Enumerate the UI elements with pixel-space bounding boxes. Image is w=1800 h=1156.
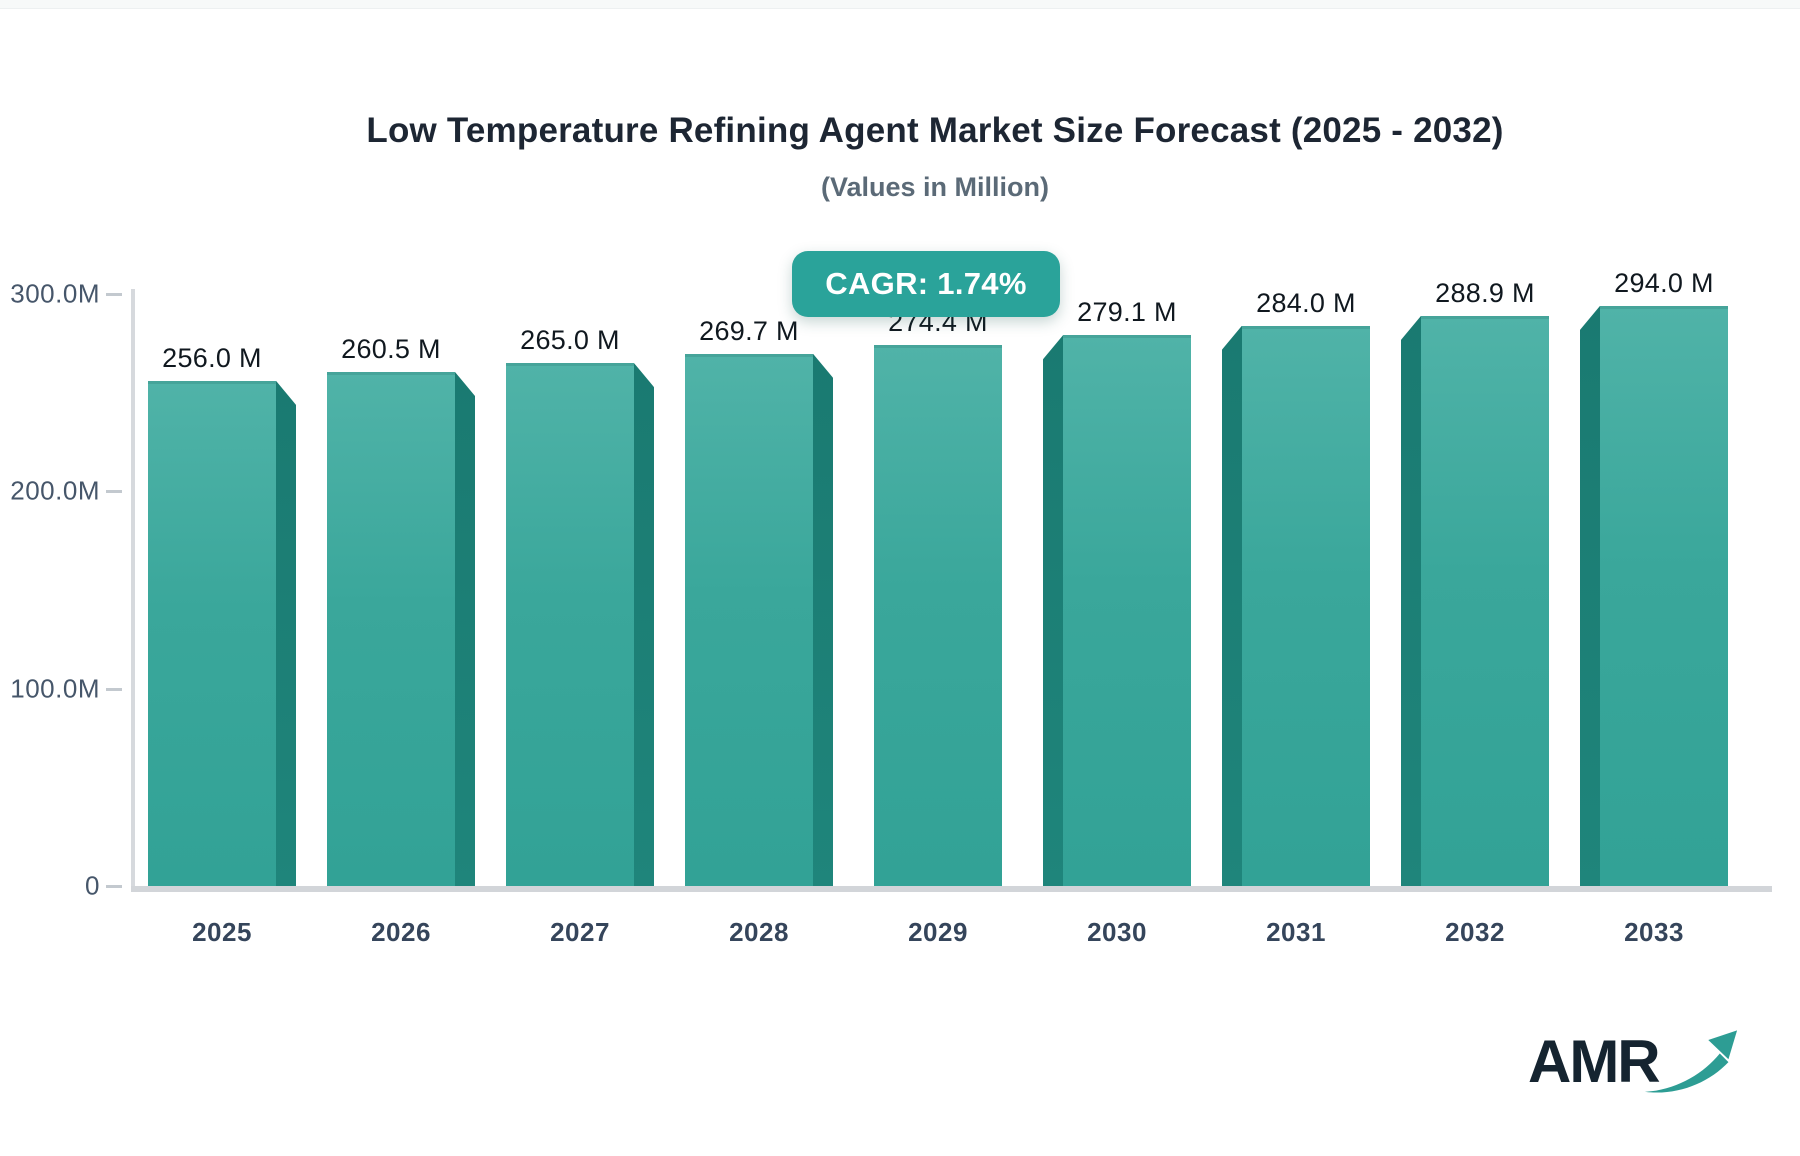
cagr-badge: CAGR: 1.74% (792, 251, 1060, 317)
bar-side-panel-2030 (1043, 335, 1063, 886)
bar-2030 (1063, 335, 1191, 886)
bar-side-panel-2027 (634, 363, 654, 886)
y-tick-0: 0 (85, 870, 100, 901)
bar-2026 (327, 371, 455, 886)
x-tick-2032: 2032 (1445, 917, 1505, 947)
y-tick-mark-200.0M (106, 490, 122, 494)
bar-side-panel-2025 (276, 380, 296, 886)
amr-logo: AMR (1528, 1028, 1739, 1102)
bar-2029 (874, 344, 1002, 886)
x-tick-2027: 2027 (550, 917, 610, 947)
bar-side-panel-2031 (1222, 325, 1242, 886)
bar-2028 (685, 353, 813, 886)
bar-value-2032: 288.9 M (1435, 277, 1535, 308)
bar-value-2027: 265.0 M (520, 325, 620, 356)
bar-value-2026: 260.5 M (341, 333, 441, 364)
y-tick-100.0M: 100.0M (10, 673, 100, 704)
chart-subtitle: (Values in Million) (820, 172, 1050, 202)
x-tick-2030: 2030 (1087, 917, 1147, 947)
bar-value-2031: 284.0 M (1256, 287, 1356, 318)
bar-value-2030: 279.1 M (1077, 297, 1177, 328)
amr-logo-text: AMR (1528, 1028, 1661, 1095)
bar-2033 (1600, 305, 1728, 886)
y-tick-mark-300.0M (106, 293, 122, 296)
x-tick-2025: 2025 (192, 917, 252, 947)
growth-arrow-icon (1644, 1030, 1737, 1093)
x-tick-2028: 2028 (729, 917, 789, 947)
x-tick-2031: 2031 (1266, 917, 1326, 947)
y-tick-mark-0 (106, 885, 122, 888)
x-tick-2029: 2029 (908, 917, 968, 947)
bar-2025 (148, 380, 276, 886)
y-tick-300.0M: 300.0M (10, 278, 100, 309)
x-axis-line (131, 886, 1772, 892)
bar-2032 (1421, 315, 1549, 886)
bar-2031 (1242, 325, 1370, 886)
bar-value-2028: 269.7 M (699, 315, 799, 346)
x-tick-2033: 2033 (1624, 917, 1684, 947)
top-border (0, 0, 1800, 9)
bar-value-2025: 256.0 M (162, 342, 262, 373)
y-tick-mark-100.0M (106, 687, 122, 691)
bar-2027 (506, 363, 634, 886)
chart-title: Low Temperature Refining Agent Market Si… (366, 111, 1504, 150)
y-tick-200.0M: 200.0M (10, 475, 100, 506)
bar-value-2033: 294.0 M (1614, 267, 1714, 298)
bar-side-panel-2026 (455, 371, 475, 886)
bar-side-panel-2028 (813, 353, 833, 886)
x-tick-2026: 2026 (371, 917, 431, 947)
bar-side-panel-2033 (1580, 305, 1600, 886)
bar-side-panel-2032 (1401, 315, 1421, 886)
y-axis-line (131, 289, 135, 888)
